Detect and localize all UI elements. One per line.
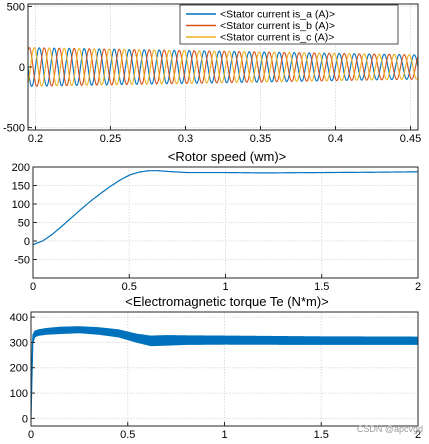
torque-title: <Electromagnetic torque Te (N*m)> bbox=[125, 294, 329, 309]
stator-current-series-c-line bbox=[28, 47, 418, 87]
stator-current-x-tick-label: 0.4 bbox=[328, 133, 343, 145]
stator-current-series-b-line bbox=[28, 47, 418, 87]
stator-current-x-tick-label: 0.2 bbox=[28, 133, 43, 145]
stator-current-x-tick-label: 0.45 bbox=[400, 133, 421, 145]
stator-current-y-tick-label: 0 bbox=[19, 62, 25, 74]
rotor-speed-x-tick-label: 1 bbox=[222, 281, 228, 293]
torque-y-tick-label: 300 bbox=[10, 337, 28, 349]
watermark: CSDN @apcvgd bbox=[357, 424, 423, 434]
stator-current-panel: 0.2 0.25 0.3 0.35 0.4 0.45 -500 0 500 <Stator c… bbox=[3, 1, 421, 145]
rotor-speed-line bbox=[33, 170, 418, 246]
stator-current-y-ticks: -500 0 500 bbox=[3, 1, 32, 135]
torque-x-ticks: 0 0.5 1 1.5 2 bbox=[28, 422, 421, 441]
stator-current-x-tick-label: 0.25 bbox=[100, 133, 121, 145]
rotor-speed-y-tick-label: 150 bbox=[12, 181, 30, 193]
rotor-speed-y-tick-label: 50 bbox=[18, 218, 30, 230]
torque-x-tick-label: 0.5 bbox=[120, 429, 135, 441]
rotor-speed-x-ticks: 0 0.5 1 1.5 2 bbox=[30, 274, 421, 293]
rotor-speed-y-tick-label: 100 bbox=[12, 199, 30, 211]
rotor-speed-x-tick-label: 0 bbox=[30, 281, 36, 293]
torque-y-tick-label: 400 bbox=[10, 312, 28, 324]
rotor-speed-plot bbox=[33, 170, 418, 246]
torque-y-tick-label: 0 bbox=[22, 413, 28, 425]
torque-x-tick-label: 0 bbox=[28, 429, 34, 441]
legend-box bbox=[179, 4, 399, 45]
rotor-speed-x-tick-label: 1.5 bbox=[314, 281, 329, 293]
stator-current-plot bbox=[28, 47, 418, 87]
torque-plot bbox=[31, 326, 418, 424]
stator-current-y-tick-label: 500 bbox=[7, 1, 25, 13]
stator-current-x-tick-label: 0.35 bbox=[250, 133, 271, 145]
rotor-speed-y-ticks: -50 0 50 100 150 200 bbox=[12, 162, 37, 267]
torque-y-ticks: 0 100 200 300 400 bbox=[10, 312, 35, 425]
rotor-speed-title: <Rotor speed (wm)> bbox=[168, 149, 287, 164]
rotor-speed-panel: 0 0.5 1 1.5 2 -50 0 50 100 150 200 bbox=[12, 162, 421, 293]
rotor-speed-y-tick-label: -50 bbox=[14, 255, 30, 267]
legend-label-b: <Stator current is_b (A)> bbox=[220, 20, 335, 32]
rotor-speed-y-tick-label: 0 bbox=[24, 236, 30, 248]
stator-current-legend: <Stator current is_a (A)><Stator current… bbox=[179, 4, 399, 45]
torque-x-tick-label: 2 bbox=[415, 429, 421, 441]
stator-current-series-a-line bbox=[28, 47, 418, 87]
rotor-speed-x-tick-label: 0.5 bbox=[122, 281, 137, 293]
torque-y-tick-label: 100 bbox=[10, 388, 28, 400]
rotor-speed-y-tick-label: 200 bbox=[12, 162, 30, 174]
legend-label-a: <Stator current is_a (A)> bbox=[220, 9, 335, 21]
stator-current-x-ticks: 0.2 0.25 0.3 0.35 0.4 0.45 bbox=[28, 126, 421, 145]
rotor-speed-x-tick-label: 2 bbox=[415, 281, 421, 293]
legend-label-c: <Stator current is_c (A)> bbox=[220, 32, 334, 44]
torque-x-tick-label: 1 bbox=[221, 429, 227, 441]
stator-current-y-tick-label: -500 bbox=[3, 123, 25, 135]
stator-current-x-tick-label: 0.3 bbox=[178, 133, 193, 145]
torque-panel: 0 0.5 1 1.5 2 0 100 200 300 400 bbox=[10, 311, 421, 441]
torque-y-tick-label: 200 bbox=[10, 363, 28, 375]
torque-ripple-band bbox=[31, 326, 418, 424]
torque-x-tick-label: 1.5 bbox=[314, 429, 329, 441]
